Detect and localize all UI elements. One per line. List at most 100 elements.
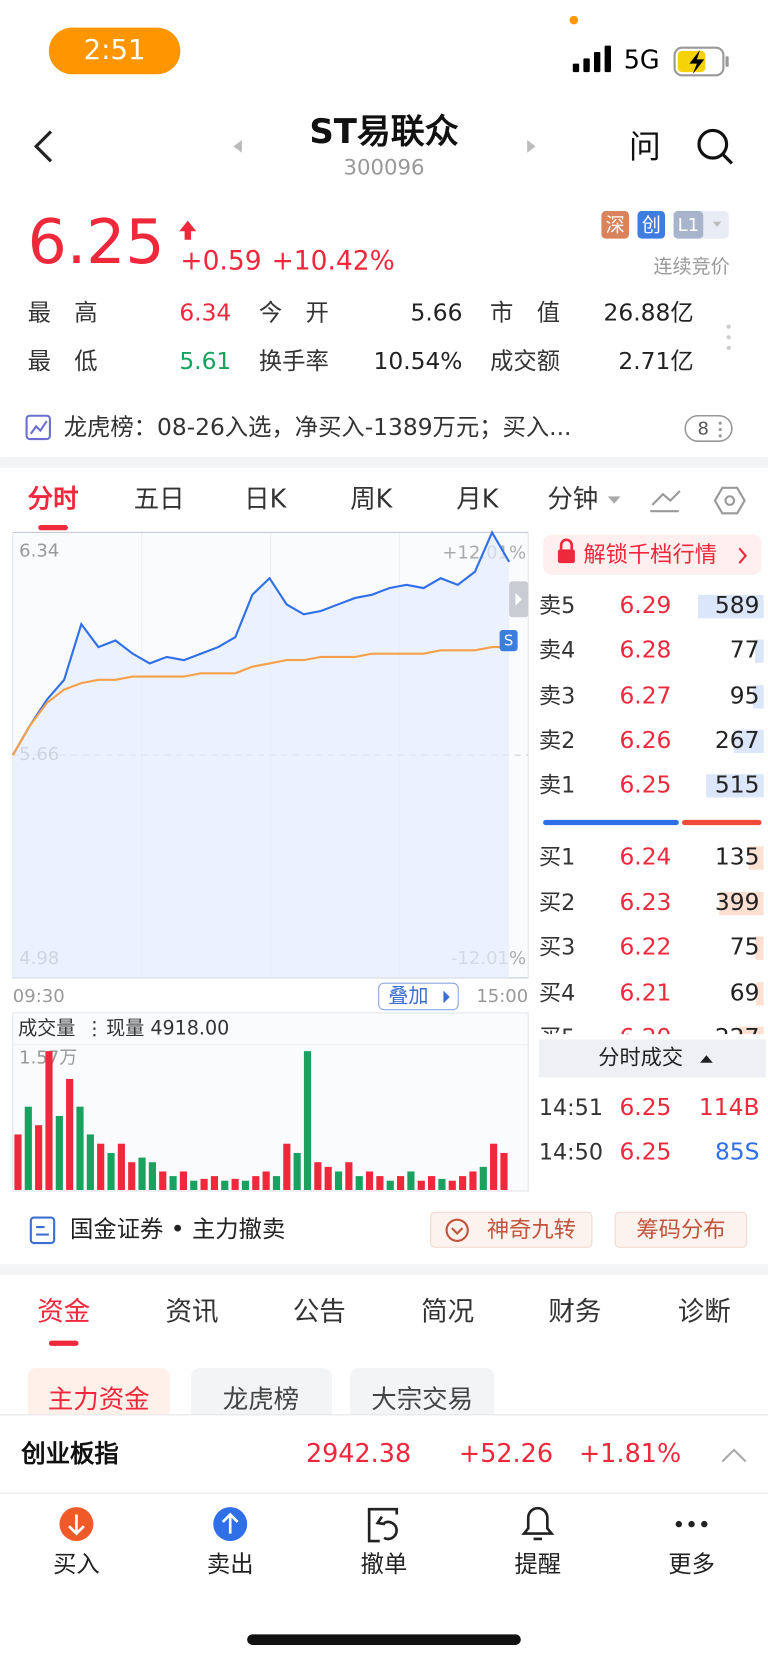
level-price: 6.28: [619, 636, 671, 664]
sub-tab-bg[interactable]: [190, 1368, 333, 1432]
volume-bar: [407, 1171, 415, 1190]
sub-tabs: 主力资金 龙虎榜 大宗交易: [27, 1368, 495, 1432]
broker-button[interactable]: [430, 1211, 593, 1248]
chart-tab[interactable]: 周K: [350, 485, 393, 515]
section-tab[interactable]: 诊断: [678, 1297, 731, 1328]
index-bar[interactable]: [0, 1414, 768, 1494]
battery-icon: [673, 46, 729, 77]
notice-badge[interactable]: [684, 414, 733, 442]
volume-bar: [753, 685, 764, 709]
index-value: 2942.38: [306, 1439, 411, 1469]
order-book: 卖5 6.29 589 卖4 6.28 77 卖3 6.27 95 卖2 6.26 267 卖1 6.25…: [539, 591, 764, 1051]
broker-button[interactable]: [614, 1211, 748, 1248]
next-stock[interactable]: [527, 139, 536, 153]
overlay-button[interactable]: [378, 982, 459, 1011]
volume-bar: [117, 1143, 125, 1190]
section-tab[interactable]: 财务: [548, 1297, 601, 1328]
broker-text[interactable]: 国金证券 • 主力撤卖: [70, 1215, 285, 1243]
chart-tab[interactable]: 月K: [456, 485, 499, 515]
tag-bg: [601, 211, 629, 239]
volume-bar: [738, 1026, 764, 1035]
stat-value: 2.71亿: [618, 347, 693, 375]
lock-icon: [557, 538, 575, 564]
tab-underline: [38, 524, 68, 531]
indicator-icon[interactable]: [650, 490, 681, 513]
trade-price: 6.25: [619, 1093, 671, 1121]
volume-bar: [283, 1143, 291, 1190]
prev-stock[interactable]: [233, 139, 242, 153]
alert-icon: [521, 1506, 555, 1541]
volume-bar: [755, 639, 764, 663]
trade-volume: 85S: [715, 1137, 759, 1165]
level-price: 6.26: [619, 726, 671, 754]
sub-tab: 大宗交易: [371, 1385, 473, 1415]
volume-bar: [66, 1078, 74, 1190]
volume-bar: [334, 1171, 343, 1190]
volume-bar: [35, 1125, 43, 1190]
ask-button[interactable]: 问: [629, 127, 661, 165]
volume-bar: [272, 1176, 281, 1190]
price-line: [11, 530, 511, 756]
search-button[interactable]: [697, 128, 733, 165]
notice-text[interactable]: 龙虎榜：08-26入选，净买入-1389万元；买入...: [64, 413, 572, 441]
section-tab[interactable]: 资金: [37, 1297, 90, 1328]
stat-label: 市 值: [490, 298, 560, 326]
volume-bar: [221, 1180, 229, 1190]
price-area: [12, 532, 510, 978]
nav-item[interactable]: 撤单: [361, 1550, 408, 1578]
back-button[interactable]: [33, 130, 53, 163]
sub-tab-bg[interactable]: [350, 1368, 495, 1432]
level-volume: 77: [730, 636, 760, 664]
volume-bar: [14, 1134, 22, 1190]
stock-code: 300096: [344, 156, 425, 181]
volume-bar: [252, 1176, 260, 1190]
button-icon: [445, 1218, 469, 1242]
volume-bar: [376, 1176, 384, 1190]
settings-icon[interactable]: [713, 486, 746, 515]
volume-bar: [241, 1180, 250, 1190]
stat-label: 最 低: [28, 347, 98, 375]
nav-item[interactable]: 卖出: [207, 1550, 254, 1578]
volume-bar: [97, 1143, 105, 1190]
volume-bar: [490, 1143, 498, 1190]
sub-tab-bg[interactable]: [27, 1368, 170, 1432]
level-price: 6.22: [619, 933, 671, 961]
volume-bar: [479, 1166, 487, 1190]
overlay-arrow: [443, 990, 450, 1004]
nav-item[interactable]: 更多: [668, 1550, 715, 1578]
volume-bar: [719, 891, 764, 916]
trade-status: 连续竞价: [653, 255, 729, 278]
unlock-button[interactable]: [543, 534, 762, 575]
stat-label: 今 开: [259, 298, 329, 326]
chart-tab[interactable]: 五日: [134, 485, 185, 515]
volume-bar: [438, 1178, 446, 1190]
volume-bar: [324, 1166, 332, 1190]
chart-tab[interactable]: 分时: [28, 485, 79, 515]
section-tab[interactable]: 公告: [293, 1297, 346, 1328]
stat-value: 26.88亿: [604, 298, 694, 326]
level-volume: 515: [715, 770, 760, 798]
chart-tab[interactable]: 日K: [244, 485, 287, 515]
broker-button-label: 神奇九转: [487, 1217, 576, 1243]
chart-tab[interactable]: 分钟: [547, 485, 598, 515]
stock-name: ST易联众: [309, 113, 458, 152]
level-volume: 399: [715, 888, 760, 916]
nav-item[interactable]: 提醒: [514, 1550, 561, 1578]
section-tab[interactable]: 资讯: [166, 1297, 219, 1328]
home-indicator: [247, 1634, 521, 1645]
volume-bar: [697, 594, 764, 619]
trades-header[interactable]: [538, 1039, 766, 1078]
nav-item[interactable]: 买入: [53, 1550, 100, 1578]
index-expand[interactable]: [721, 1448, 747, 1463]
volume-bar: [45, 1051, 53, 1190]
level-label: 买1: [539, 845, 575, 871]
unlock-label: 解锁千档行情: [583, 542, 717, 568]
s-marker-text: S: [504, 633, 513, 650]
level-price: 6.20: [619, 1023, 671, 1051]
section-tab[interactable]: 简况: [421, 1297, 474, 1328]
more-dots[interactable]: [726, 324, 731, 350]
time-pill: [48, 27, 181, 75]
x-tick-label: 09:30: [13, 986, 65, 1007]
